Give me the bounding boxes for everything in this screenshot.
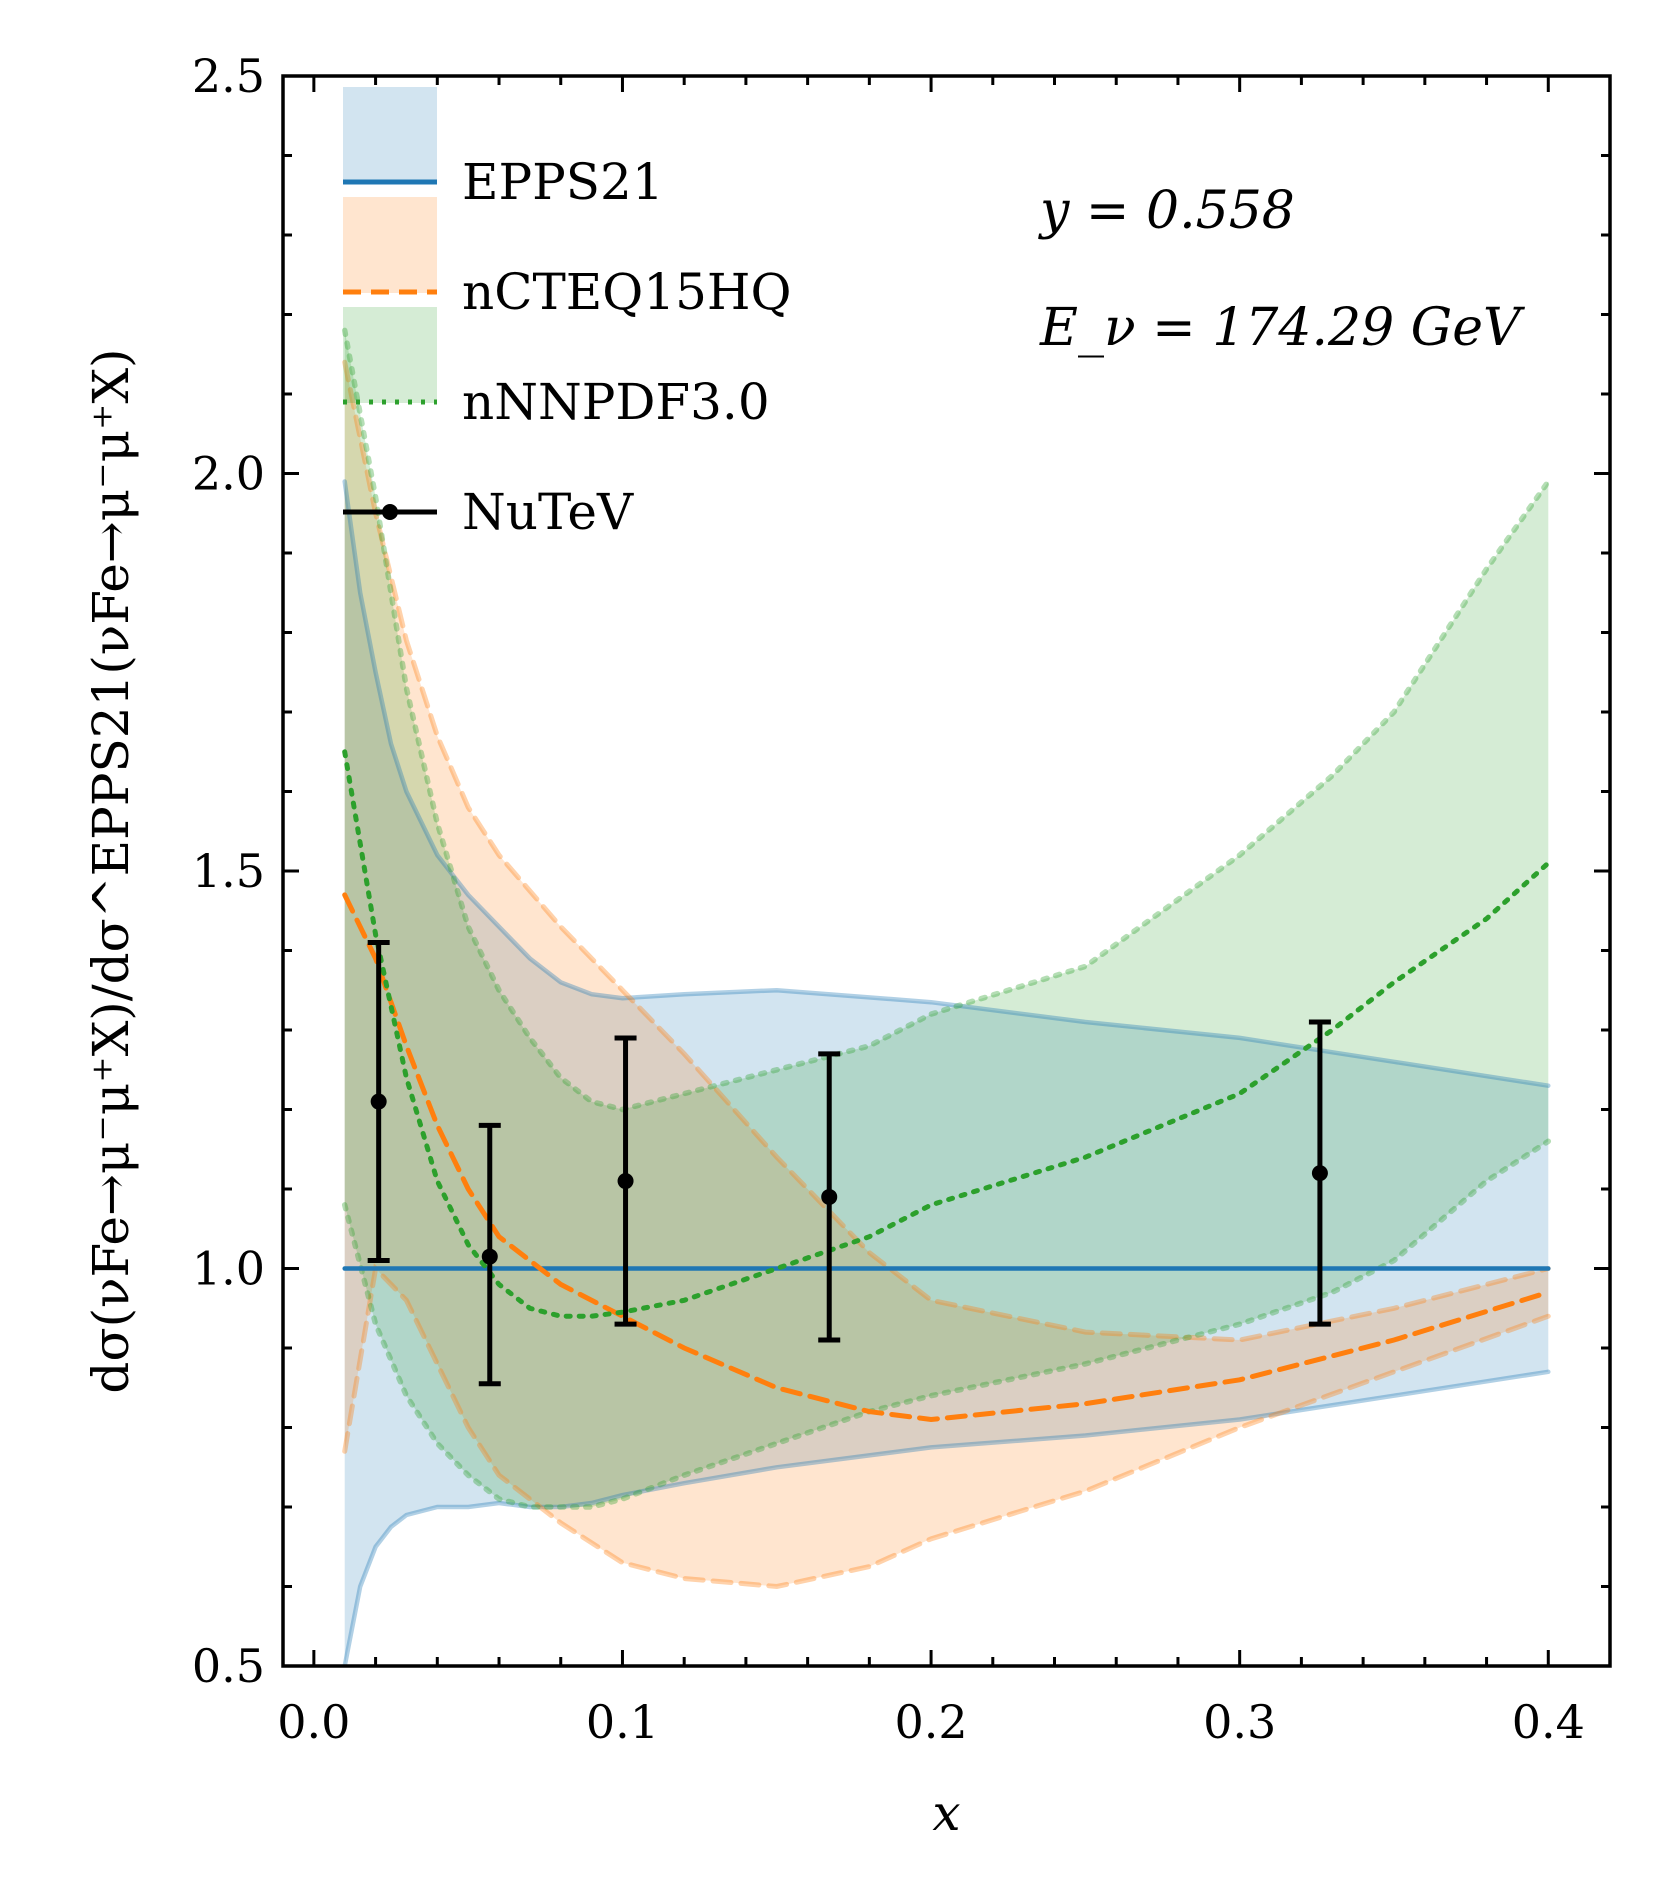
legend-entry-1: nCTEQ15HQ [343,197,792,321]
x-tick-label: 0.4 [1512,1695,1585,1749]
legend-label-3: NuTeV [462,483,634,541]
legend-entry-0: EPPS21 [343,87,664,211]
legend-label-1: nCTEQ15HQ [462,263,792,321]
nutev-marker-3 [821,1188,838,1205]
y-tick-label: 2.0 [192,447,265,501]
nutev-point-1 [478,1122,501,1387]
tick-labels: 0.0 0.1 0.2 0.3 0.4 0.5 1.0 1.5 2.0 2.5 [192,49,1585,1749]
nutev-marker-0 [370,1093,387,1110]
plot-area [341,327,1552,1666]
y-tick-label: 2.5 [192,49,265,103]
x-axis-title: x [932,1784,960,1842]
legend-swatch-marker-3 [382,504,398,520]
band-lower-edge-0 [342,1369,1551,1666]
y-tick-label: 0.5 [192,1639,265,1693]
band-0 [344,481,1549,1666]
legend-label-2: nNNPDF3.0 [462,373,770,431]
series-line-2 [342,749,1551,1319]
legend-entry-3: NuTeV [343,483,634,541]
nutev-marker-2 [617,1173,634,1190]
nutev-marker-4 [1311,1165,1328,1182]
x-tick-label: 0.0 [277,1695,350,1749]
x-tick-label: 0.1 [586,1695,659,1749]
legend-swatch-band-2 [343,307,437,403]
annotations: y = 0.558 E_ν = 174.29 GeV [1038,181,1525,358]
band-upper-edge-0 [342,479,1551,1088]
band-upper-edge-1 [342,359,1551,1343]
band-lower-edge-1 [342,1263,1551,1590]
plot-frame [281,74,1612,1668]
series-line-1 [342,892,1551,1423]
y-tick-label: 1.0 [192,1242,265,1296]
legend-swatch-band-0 [343,87,437,183]
nutev-point-3 [818,1051,841,1343]
y-tick-label: 1.5 [192,844,265,898]
legend-swatch-band-1 [343,197,437,293]
band-upper-edge-2 [341,327,1552,1113]
annotation-0: y = 0.558 [1038,181,1295,241]
nutev-point-4 [1308,1019,1331,1327]
legend: EPPS21 nCTEQ15HQ nNNPDF3.0 NuTeV [343,87,792,541]
axis-titles: x dσ(νFe→μ⁻μ⁺X)/dσ^EPPS21(νFe→μ⁻μ⁺X) [82,348,961,1842]
nutev-point-0 [367,940,390,1264]
nutev-marker-1 [481,1248,498,1265]
nutev-point-2 [614,1035,637,1327]
x-tick-label: 0.2 [894,1695,967,1749]
x-tick-label: 0.3 [1203,1695,1276,1749]
band-lower-edge-2 [341,1138,1552,1510]
annotation-1: E_ν = 174.29 GeV [1039,298,1525,358]
y-axis-title: dσ(νFe→μ⁻μ⁺X)/dσ^EPPS21(νFe→μ⁻μ⁺X) [82,348,140,1393]
band-1 [344,362,1549,1587]
legend-entry-2: nNNPDF3.0 [343,307,770,431]
legend-label-0: EPPS21 [462,153,664,211]
band-2 [344,330,1549,1507]
